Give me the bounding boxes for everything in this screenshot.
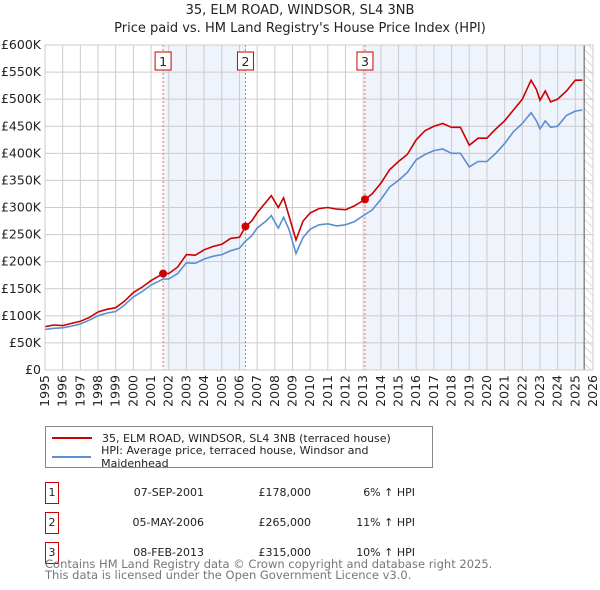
x-tick-label: 2006	[231, 375, 246, 407]
x-tick-label: 2018	[444, 375, 459, 407]
x-tick-label: 2009	[284, 375, 299, 407]
x-tick-label: 2013	[355, 375, 370, 407]
x-tick-label: 2007	[249, 375, 264, 407]
x-tick-label: 2025	[567, 375, 582, 407]
x-tick-label: 1998	[90, 375, 105, 407]
x-tick-label: 2003	[178, 375, 193, 407]
x-tick-label: 2019	[461, 375, 476, 407]
x-tick-label: 2010	[302, 375, 317, 407]
footer: Contains HM Land Registry data © Crown c…	[45, 557, 493, 582]
y-tick-label: £550K	[1, 64, 42, 79]
y-tick-label: £400K	[1, 145, 42, 160]
y-tick-label: £150K	[1, 281, 42, 296]
legend-label: HPI: Average price, terraced house, Wind…	[101, 444, 369, 470]
sale-marker-box	[356, 51, 374, 71]
sale-marker-box	[154, 51, 172, 71]
sale-hpi: 11% ↑ HPI	[356, 516, 415, 529]
sale-row: 2 05-MAY-2006 £265,000 11% ↑ HPI	[45, 512, 600, 534]
hpi-line	[44, 109, 583, 331]
sale-point	[241, 222, 250, 231]
sale-marker-label: 1	[159, 54, 167, 69]
plot-area: 1995 1996 1997 1998 1999 2000 2001 2002 2003 2004…	[1, 37, 600, 407]
x-tick-label: 2000	[125, 375, 140, 407]
x-tick-label: 2005	[214, 375, 229, 407]
y-tick-label: £0	[25, 362, 41, 377]
sale-date: 05-MAY-2006	[132, 516, 204, 529]
x-tick-label: 2024	[550, 375, 565, 407]
sale-marker-box	[236, 51, 254, 71]
x-tick-label: 2011	[320, 375, 335, 407]
sale-price: £178,000	[258, 486, 312, 499]
y-tick-label: £350K	[1, 172, 42, 187]
sale-point	[360, 195, 369, 204]
footer-line: This data is licensed under the Open Gov…	[45, 568, 412, 582]
sale-num: 3	[45, 542, 59, 564]
y-tick-label: £200K	[1, 254, 42, 269]
x-tick-label: 2012	[338, 375, 353, 407]
y-tick-label: £100K	[1, 308, 42, 323]
footer-line: Contains HM Land Registry data © Crown c…	[45, 557, 493, 571]
sale-hpi: 10% ↑ HPI	[356, 546, 415, 559]
x-tick-label: 1995	[37, 375, 52, 407]
plot-frame	[44, 44, 594, 371]
x-tick-label: 2004	[196, 375, 211, 407]
x-tick-label: 2023	[532, 375, 547, 407]
x-tick-label: 2022	[514, 375, 529, 407]
property-price-line	[44, 78, 583, 328]
legend: 35, ELM ROAD, WINDSOR, SL4 3NB (terraced…	[45, 426, 433, 470]
x-tick-label: 1999	[108, 375, 123, 407]
x-tick-label: 2017	[426, 375, 441, 407]
x-tick-label: 2021	[497, 375, 512, 407]
y-tick-label: £300K	[1, 200, 42, 215]
sale-price: £265,000	[258, 516, 312, 529]
x-tick-label: 2008	[267, 375, 282, 407]
legend-label: 35, ELM ROAD, WINDSOR, SL4 3NB (terraced…	[102, 431, 391, 445]
sale-hpi: 6% ↑ HPI	[363, 486, 415, 499]
x-tick-label: 2014	[373, 375, 388, 407]
y-tick-label: £600K	[1, 37, 42, 52]
sale-date: 07-SEP-2001	[133, 486, 204, 499]
legend-swatch-red	[52, 437, 92, 439]
sale-marker-label: 2	[241, 54, 249, 69]
x-tick-label: 1997	[72, 375, 87, 407]
x-tick-label: 2020	[479, 375, 494, 407]
chart-title: 35, ELM ROAD, WINDSOR, SL4 3NB	[185, 3, 415, 18]
sale-date: 08-FEB-2013	[133, 546, 204, 559]
legend-swatch-blue	[52, 456, 92, 458]
sale-row: 1 07-SEP-2001 £178,000 6% ↑ HPI	[45, 482, 600, 504]
sale-num: 1	[45, 482, 59, 504]
x-tick-label: 2026	[585, 375, 600, 407]
x-tick-label: 2002	[161, 375, 176, 407]
y-tick-label: £500K	[1, 91, 42, 106]
legend-item-hpi: HPI: Average price, terraced house, Wind…	[52, 444, 432, 470]
sale-point	[159, 269, 168, 278]
y-tick-label: £250K	[1, 227, 42, 242]
sale-marker-label: 3	[361, 54, 369, 69]
x-tick-label: 2001	[143, 375, 158, 407]
y-tick-label: £50K	[9, 335, 42, 350]
x-tick-label: 2015	[391, 375, 406, 407]
sale-row: 3 08-FEB-2013 £315,000 10% ↑ HPI	[45, 542, 600, 564]
y-tick-label: £450K	[1, 118, 42, 133]
sale-price: £315,000	[258, 546, 312, 559]
sale-num: 2	[45, 512, 59, 534]
x-tick-label: 1996	[55, 375, 70, 407]
chart-subtitle: Price paid vs. HM Land Registry's House …	[114, 21, 486, 36]
x-tick-label: 2016	[408, 375, 423, 407]
legend-item-property: 35, ELM ROAD, WINDSOR, SL4 3NB (terraced…	[52, 430, 391, 446]
